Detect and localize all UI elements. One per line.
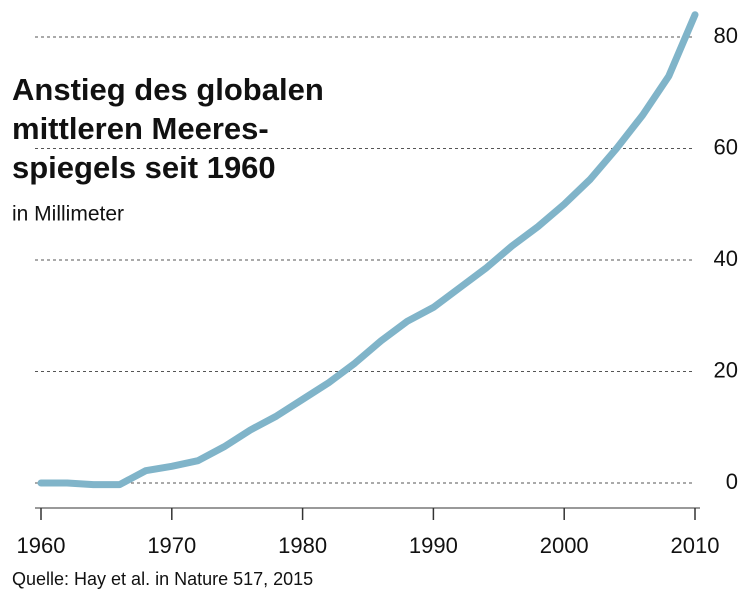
x-tick-label: 1960: [17, 533, 66, 558]
y-tick-label: 60: [714, 134, 738, 159]
data-line: [37, 11, 699, 489]
x-tick-label: 1970: [147, 533, 196, 558]
chart-title-line: spiegels seit 1960: [12, 150, 276, 185]
x-tick-label: 2000: [540, 533, 589, 558]
source: Quelle: Hay et al. in Nature 517, 2015: [12, 569, 313, 589]
x-tick-label: 1990: [409, 533, 458, 558]
chart-title-line: mittleren Meeres-: [12, 111, 269, 146]
y-tick-label: 20: [714, 357, 738, 382]
subtitle: in Millimeter: [12, 203, 124, 226]
y-tick-label: 40: [714, 246, 738, 271]
x-tick-label: 1980: [278, 533, 327, 558]
chart-title-line: Anstieg des globalen: [12, 72, 324, 107]
y-tick-label: 0: [726, 469, 738, 494]
y-tick-label: 80: [714, 23, 738, 48]
x-tick-label: 2010: [671, 533, 720, 558]
